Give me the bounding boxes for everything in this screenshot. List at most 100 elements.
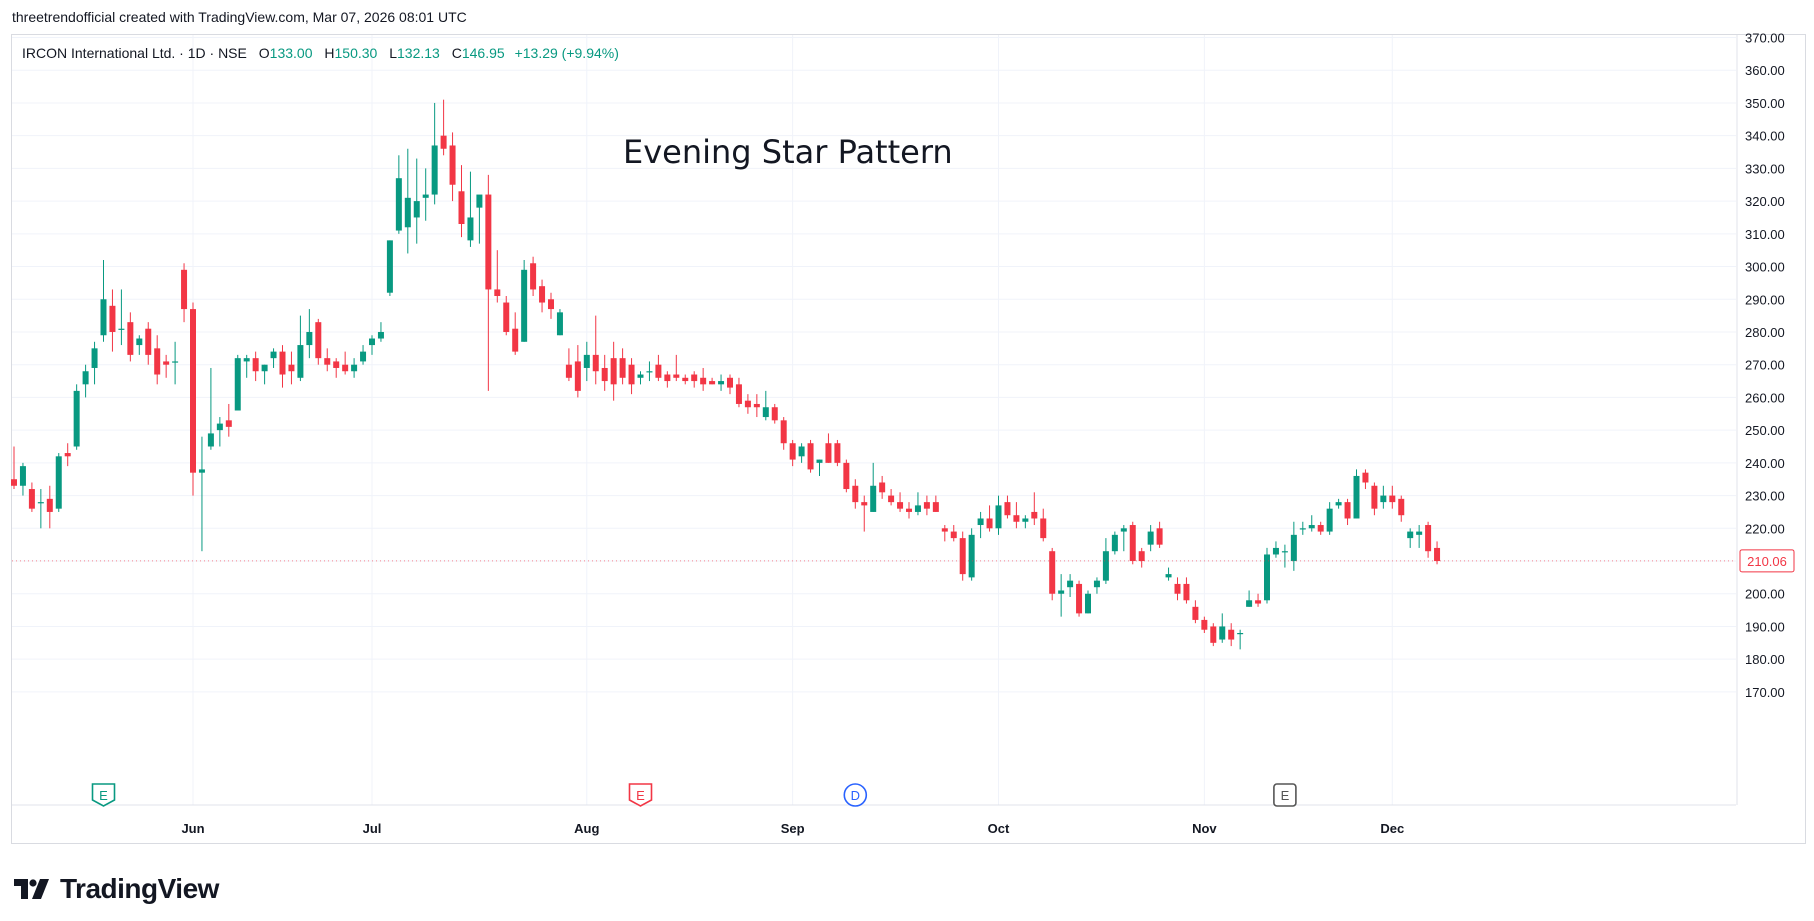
candle-body-down <box>655 364 662 378</box>
candle-body-up <box>395 178 402 231</box>
candle-body-down <box>619 358 626 378</box>
candle-body-up <box>360 351 367 362</box>
candle-body-down <box>28 489 35 509</box>
candle-body-up <box>386 240 393 293</box>
candle-body-down <box>449 145 456 185</box>
candle-body-down <box>1076 583 1083 614</box>
candle-body-up <box>556 312 563 336</box>
candle-body-down <box>252 358 259 372</box>
candle-body-down <box>565 364 572 378</box>
candle-body-up <box>995 505 1002 529</box>
candle-body-down <box>288 364 295 372</box>
candle-body-down <box>1174 583 1181 594</box>
price-tick-label: 350.00 <box>1745 96 1785 111</box>
price-tick-label: 290.00 <box>1745 292 1785 307</box>
candle-body-down <box>592 354 599 372</box>
time-tick-label: Nov <box>1192 821 1217 836</box>
candle-body-down <box>1255 600 1262 604</box>
price-tick-label: 330.00 <box>1745 161 1785 176</box>
candle-body-down <box>700 377 707 385</box>
candle-body-down <box>225 420 232 427</box>
candle-body-up <box>1165 574 1172 578</box>
candle-body-down <box>691 374 698 382</box>
svg-text:D: D <box>851 788 860 803</box>
candle-body-down <box>109 305 116 332</box>
price-tick-label: 310.00 <box>1745 227 1785 242</box>
candle-body-up <box>216 423 223 431</box>
dividend-event-icon[interactable]: D <box>843 783 868 807</box>
candle-body-up <box>521 269 528 342</box>
candle-body-down <box>709 381 716 385</box>
earnings-positive-event-icon[interactable]: E <box>91 783 116 807</box>
candle-body-up <box>1326 508 1333 532</box>
candle-body-down <box>1344 502 1351 519</box>
close-value: 146.95 <box>461 45 505 61</box>
candle-body-up <box>798 446 805 457</box>
candle-body-up <box>1111 534 1118 552</box>
last-price-label: 210.06 <box>1747 554 1787 569</box>
candle-body-up <box>351 364 358 372</box>
candle-body-down <box>673 374 680 378</box>
candle-body-down <box>1434 547 1441 562</box>
candle-body-up <box>37 502 44 504</box>
candle-body-down <box>458 191 465 225</box>
candle-body-up <box>1353 475 1360 519</box>
earnings-neutral-event-icon[interactable]: E <box>1273 783 1297 807</box>
price-tick-label: 260.00 <box>1745 390 1785 405</box>
candle-body-up <box>82 371 89 385</box>
candle-body-up <box>422 194 429 198</box>
candle-body-up <box>1067 580 1074 588</box>
candle-body-down <box>163 361 170 365</box>
low-value: 132.13 <box>397 45 440 61</box>
candle-body-up <box>207 433 214 447</box>
price-tick-label: 220.00 <box>1745 521 1785 536</box>
earnings-negative-event-icon[interactable]: E <box>628 783 653 807</box>
candle-body-down <box>1398 498 1405 516</box>
tradingview-logo[interactable]: TradingView <box>14 873 219 905</box>
candle-body-down <box>1425 525 1432 552</box>
candle-body-down <box>1129 525 1136 562</box>
candle-body-up <box>1308 525 1315 529</box>
time-tick-label: Aug <box>574 821 599 836</box>
price-tick-label: 300.00 <box>1745 260 1785 275</box>
time-tick-label: Jun <box>181 821 204 836</box>
candle-body-down <box>333 361 340 368</box>
candle-body-up <box>91 348 98 368</box>
candle-body-down <box>986 518 993 529</box>
candle-body-up <box>1120 528 1127 532</box>
candle-body-down <box>1013 515 1020 522</box>
candle-body-down <box>503 302 510 332</box>
time-tick-label: Oct <box>988 821 1010 836</box>
candle-body-up <box>1290 534 1297 562</box>
candle-body-up <box>968 534 975 578</box>
candle-body-down <box>127 322 134 355</box>
price-tick-label: 370.00 <box>1745 31 1785 46</box>
candle-body-down <box>780 420 787 444</box>
symbol-name[interactable]: IRCON International Ltd. · 1D · NSE <box>22 45 247 61</box>
candle-body-down <box>950 531 957 539</box>
candle-body-up <box>476 194 483 208</box>
candle-body-down <box>1389 495 1396 503</box>
candle-body-down <box>1004 502 1011 516</box>
candle-body-up <box>870 485 877 512</box>
candle-body-down <box>494 289 501 296</box>
time-tick-label: Jul <box>363 821 382 836</box>
candle-body-down <box>279 351 286 375</box>
candle-body-down <box>440 135 447 149</box>
candle-body-down <box>1049 551 1056 594</box>
candle-body-up <box>306 331 313 346</box>
candle-body-up <box>261 364 268 372</box>
price-tick-label: 190.00 <box>1745 619 1785 634</box>
time-tick-label: Sep <box>781 821 805 836</box>
candle-body-down <box>1183 583 1190 601</box>
candle-body-up <box>413 201 420 218</box>
candle-body-down <box>190 309 196 473</box>
candle-body-down <box>530 263 537 290</box>
price-tick-label: 280.00 <box>1745 325 1785 340</box>
candle-body-up <box>198 469 205 473</box>
candle-body-up <box>270 351 277 359</box>
candle-body-up <box>1022 518 1029 522</box>
candle-body-up <box>1380 495 1387 503</box>
candle-body-up <box>1219 626 1226 640</box>
